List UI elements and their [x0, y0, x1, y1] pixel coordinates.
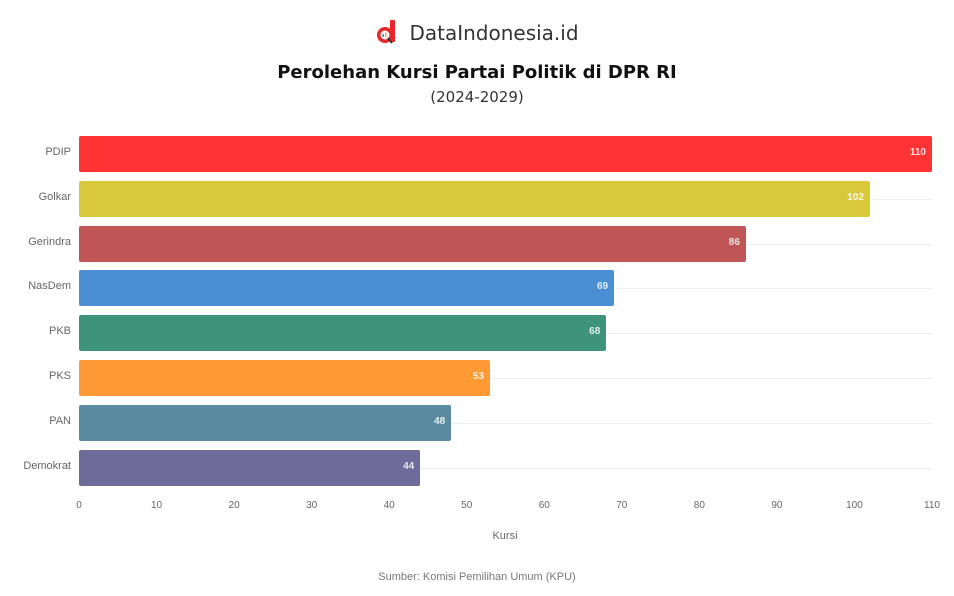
brand-header: DataIndonesia.id	[0, 20, 954, 46]
x-tick-label: 0	[76, 500, 82, 511]
bar-value-label: 68	[589, 326, 601, 338]
x-tick-label: 90	[771, 500, 783, 511]
bar[interactable]: 68	[79, 315, 607, 352]
x-tick-label: 30	[306, 500, 318, 511]
bar[interactable]: 86	[79, 225, 746, 262]
bar-value-label: 86	[728, 236, 740, 248]
bar-value-label: 44	[403, 460, 415, 472]
x-tick-label: 40	[383, 500, 395, 511]
x-tick-label: 10	[150, 500, 163, 511]
bar[interactable]: 102	[79, 180, 870, 217]
category-label: Demokrat	[23, 459, 71, 472]
x-tick-label: 50	[461, 500, 473, 511]
chart-title: Perolehan Kursi Partai Politik di DPR RI	[277, 62, 677, 83]
gridline	[79, 467, 932, 469]
bar-value-label: 102	[847, 191, 864, 203]
x-tick-label: 80	[693, 500, 705, 511]
x-tick-label: 100	[846, 500, 863, 511]
chart-subtitle: (2024-2029)	[430, 88, 524, 106]
bar[interactable]: 53	[79, 360, 490, 396]
brand-name: DataIndonesia.id	[409, 21, 579, 45]
x-axis-label: Kursi	[492, 530, 518, 542]
bar[interactable]: 48	[79, 404, 452, 441]
category-label: NasDem	[28, 280, 71, 293]
gridline	[79, 378, 932, 379]
x-tick-label: 20	[228, 500, 240, 511]
source-note: Sumber: Komisi Pemilihan Umum (KPU)	[378, 571, 576, 583]
category-label: PAN	[49, 414, 71, 427]
category-label: PKB	[48, 325, 71, 338]
bar[interactable]: 69	[79, 270, 615, 307]
category-label: Gerindra	[28, 235, 71, 248]
logo-icon	[377, 20, 396, 44]
bar-value-label: 48	[434, 415, 446, 427]
category-label: PKS	[48, 370, 71, 382]
plot-area: PDIP 110 Golkar 102 Gerindra 86 NasDem 69 PKB 68 P…	[23, 130, 932, 490]
x-tick-label: 110	[924, 500, 940, 511]
category-label: Golkar	[38, 190, 71, 203]
x-tick-label: 70	[616, 500, 628, 511]
gridline	[79, 422, 932, 424]
bar-value-label: 110	[909, 147, 926, 158]
bar-value-label: 69	[596, 281, 609, 293]
x-tick-label: 60	[538, 500, 550, 511]
category-label: PDIP	[45, 146, 71, 158]
bar[interactable]: 44	[79, 449, 421, 486]
bar-value-label: 53	[472, 371, 484, 382]
bar[interactable]: 110	[79, 136, 932, 172]
